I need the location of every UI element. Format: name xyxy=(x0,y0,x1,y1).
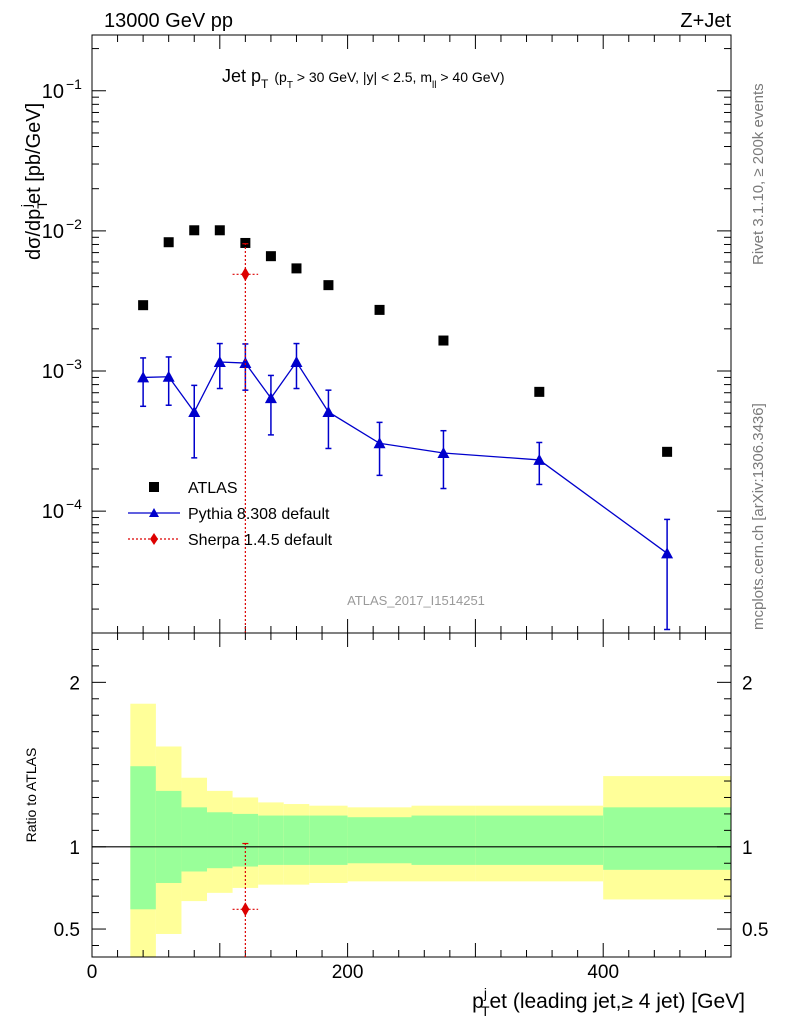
y-tick-label: 10 xyxy=(42,81,64,103)
inner-band-bin xyxy=(475,815,604,865)
inner-band-bin xyxy=(232,813,259,867)
pythia-point xyxy=(188,405,201,417)
pythia-point xyxy=(162,370,175,382)
sherpa-point xyxy=(241,267,250,282)
pythia-point xyxy=(239,357,252,369)
ratio-plot-frame xyxy=(91,632,732,958)
ratio-y-tick-label-right: 0.5 xyxy=(742,920,768,941)
atlas-point xyxy=(438,335,449,346)
pythia-point xyxy=(264,392,277,404)
legend-label-pythia: Pythia 8.308 default xyxy=(188,506,330,523)
atlas-point xyxy=(291,263,302,274)
x-tick-label: 200 xyxy=(332,962,364,983)
main-plot-data xyxy=(137,225,674,633)
atlas-point xyxy=(374,304,385,315)
rivet-side-label: Rivet 3.1.10, ≥ 200k events xyxy=(750,83,767,265)
inner-band-bin xyxy=(283,815,310,865)
atlas-point xyxy=(163,237,174,248)
ratio-uncertainty-bands xyxy=(130,703,731,957)
atlas-point xyxy=(214,225,225,236)
header-right-label: Z+Jet xyxy=(680,10,731,32)
inner-band-bin xyxy=(411,815,476,865)
atlas-point xyxy=(240,237,251,248)
ratio-plot-data xyxy=(232,842,259,957)
legend-label-atlas: ATLAS xyxy=(188,480,238,497)
main-title: Jet pT (pT > 30 GeV, |y| < 2.5, mll > 40 … xyxy=(222,66,505,91)
y-tick-label: 10 xyxy=(42,501,64,523)
x-axis-label: pj Tet (leading jet,≥ 4 jet) [GeV] xyxy=(472,985,745,1019)
ratio-y-tick-label: 2 xyxy=(69,673,80,694)
x-tick-label: 400 xyxy=(587,962,619,983)
pythia-point xyxy=(437,446,450,458)
legend-sherpa-marker xyxy=(150,533,158,545)
inner-band-bin xyxy=(258,815,284,865)
ratio-y-tick-label-right: 1 xyxy=(742,838,753,859)
atlas-point xyxy=(534,386,545,397)
ratio-sherpa-point xyxy=(241,902,250,917)
pythia-point xyxy=(661,547,674,559)
pythia-line xyxy=(143,360,668,554)
atlas-point xyxy=(662,446,673,457)
mcplots-side-label: mcplots.cern.ch [arXiv:1306.3436] xyxy=(750,403,767,630)
legend-pythia-marker xyxy=(149,508,159,517)
inner-band-bin xyxy=(309,815,348,865)
y-tick-label: 10 xyxy=(42,361,64,383)
main-y-axis-label: dσ/dpTjet [pb/GeV] xyxy=(18,103,50,260)
pythia-point xyxy=(322,405,335,417)
atlas-point xyxy=(189,225,200,236)
atlas-point xyxy=(265,251,276,262)
inner-band-bin xyxy=(347,817,412,864)
atlas-point xyxy=(323,280,334,291)
legend-atlas-marker xyxy=(149,482,159,492)
pythia-point xyxy=(137,371,150,383)
atlas-point xyxy=(138,300,149,311)
pythia-point xyxy=(290,355,303,367)
header-left-label: 13000 GeV pp xyxy=(104,10,233,32)
y-tick-label: 10 xyxy=(42,221,64,243)
analysis-watermark: ATLAS_2017_I1514251 xyxy=(347,593,485,608)
y-tick-label-exponent: −3 xyxy=(66,356,82,372)
ratio-y-tick-label-right: 2 xyxy=(742,673,753,694)
legend: ATLAS Pythia 8.308 default Sherpa 1.4.5 … xyxy=(128,480,333,549)
y-tick-label-exponent: −1 xyxy=(66,76,82,92)
inner-band-bin xyxy=(155,790,182,883)
inner-band-bin xyxy=(603,807,731,870)
pythia-point xyxy=(373,437,386,449)
inner-band-bin xyxy=(181,807,208,872)
y-tick-label-exponent: −4 xyxy=(66,496,82,512)
pythia-point xyxy=(533,453,546,465)
inner-band-bin xyxy=(130,766,156,910)
ratio-y-tick-label: 0.5 xyxy=(54,920,80,941)
ratio-axis-ticks: 0 200 400 0.5 0.5 1 1 2 2 xyxy=(54,633,768,983)
pythia-point xyxy=(213,355,226,367)
x-tick-label: 0 xyxy=(87,962,98,983)
inner-band-bin xyxy=(207,812,233,869)
legend-label-sherpa: Sherpa 1.4.5 default xyxy=(188,532,333,549)
ratio-y-axis-label: Ratio to ATLAS xyxy=(23,748,39,843)
main-axis-ticks: 10−110−210−310−4 xyxy=(42,35,732,633)
ratio-y-tick-label: 1 xyxy=(69,838,80,859)
y-tick-label-exponent: −2 xyxy=(66,216,82,232)
